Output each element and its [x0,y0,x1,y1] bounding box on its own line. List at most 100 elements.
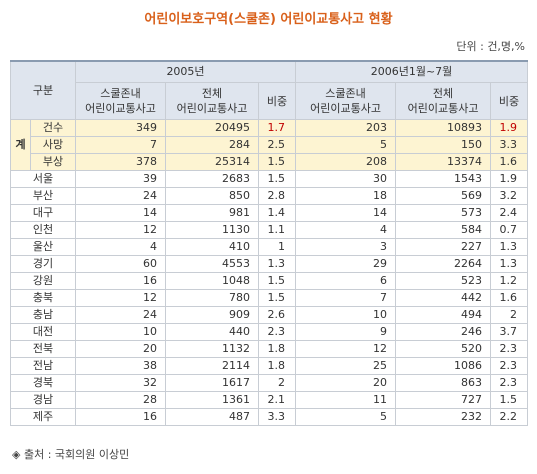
title: 어린이보호구역(스쿨존) 어린이교통사고 현황 [144,12,393,27]
column-header: 비중 [257,82,297,120]
cell: 12 [75,221,166,239]
cell: 727 [395,391,492,409]
cell: 863 [395,374,492,392]
cell: 5 [295,136,397,154]
cell: 14 [295,204,397,222]
header-row: 구분 2005년 2006년1월~7월 [10,60,529,120]
cell: 16 [75,272,166,290]
cell: 1.4 [257,204,297,222]
cell: 442 [395,289,492,307]
row: 대전 10 440 2.3 9 246 3.7 [10,323,529,341]
cell: 523 [395,272,492,290]
cell: 29 [295,255,397,273]
year-header: 2005년 [74,60,297,83]
cell: 1.9 [490,170,529,188]
cell: 1.6 [490,289,529,307]
cell: 850 [165,187,259,205]
cell: 1.7 [257,119,297,137]
cell: 2114 [165,357,259,375]
cell: 2.3 [257,323,297,341]
cell: 246 [395,323,492,341]
cell: 2264 [395,255,492,273]
cell: 909 [165,306,259,324]
row-label: 강원 [10,272,76,290]
source: ◈ 출처 : 국회의원 이상민 [12,448,130,461]
cell: 20 [295,374,397,392]
cell: 4553 [165,255,259,273]
cell: 5 [295,408,397,426]
cell: 24 [75,187,166,205]
cell: 30 [295,170,397,188]
row: 강원 16 1048 1.5 6 523 1.2 [10,272,529,290]
cell: 2 [257,374,297,392]
table-body: 계 건수 349 20495 1.7 203 10893 1.9 사망 7 284 2.5 5 150 3.… [10,119,529,426]
row-label: 경북 [10,374,76,392]
column-header: 스쿨존내 어린이교통사고 [75,82,166,120]
row: 전북 20 1132 1.8 12 520 2.3 [10,340,529,358]
row-label: 전남 [10,357,76,375]
column-header: 스쿨존내 어린이교통사고 [295,82,397,120]
cell: 1130 [165,221,259,239]
cell: 378 [75,153,166,171]
cell: 227 [395,238,492,256]
cell: 4 [295,221,397,239]
cell: 2.1 [257,391,297,409]
column-header: 전체 어린이교통사고 [395,82,492,120]
cell: 25314 [165,153,259,171]
cell: 1.8 [257,357,297,375]
cell: 13374 [395,153,492,171]
cell: 10 [295,306,397,324]
row: 제주 16 487 3.3 5 232 2.2 [10,408,529,426]
cell: 1 [257,238,297,256]
row-label: 사망 [30,136,76,154]
cell: 2.5 [257,136,297,154]
row: 경기 60 4553 1.3 29 2264 1.3 [10,255,529,273]
cell: 16 [75,408,166,426]
cell: 28 [75,391,166,409]
cell: 1048 [165,272,259,290]
cell: 584 [395,221,492,239]
unit: 단위 : 건,명,% [456,40,525,53]
cell: 1086 [395,357,492,375]
cell: 1.3 [490,255,529,273]
cell: 1.3 [257,255,297,273]
row-label: 인천 [10,221,76,239]
cell: 1.8 [257,340,297,358]
cell: 1543 [395,170,492,188]
row-label: 경남 [10,391,76,409]
cell: 1.5 [257,153,297,171]
cell: 1.5 [257,272,297,290]
cell: 2.3 [490,374,529,392]
row-label: 건수 [30,119,76,137]
cell: 2.8 [257,187,297,205]
cell: 25 [295,357,397,375]
header-row: 스쿨존내 어린이교통사고 전체 어린이교통사고 비중 스쿨존내 어린이교통사고 전체 어… [11,82,529,120]
total-row: 사망 7 284 2.5 5 150 3.3 [11,136,529,154]
cell: 12 [295,340,397,358]
cell: 1.5 [257,289,297,307]
cell: 2.3 [490,340,529,358]
cell: 349 [75,119,166,137]
row: 인천 12 1130 1.1 4 584 0.7 [10,221,529,239]
row-label: 울산 [10,238,76,256]
cell: 12 [75,289,166,307]
cell: 32 [75,374,166,392]
column-header: 전체 어린이교통사고 [165,82,259,120]
cell: 11 [295,391,397,409]
cell: 410 [165,238,259,256]
cell: 14 [75,204,166,222]
cell: 4 [75,238,166,256]
total-label: 계 [10,119,31,171]
row: 전남 38 2114 1.8 25 1086 2.3 [10,357,529,375]
cell: 208 [295,153,397,171]
row: 충북 12 780 1.5 7 442 1.6 [10,289,529,307]
column-header: 비중 [490,82,529,120]
cell: 2.4 [490,204,529,222]
cell: 20495 [165,119,259,137]
cell: 1.3 [490,238,529,256]
cell: 1.1 [257,221,297,239]
cell: 39 [75,170,166,188]
cell: 1.5 [257,170,297,188]
row: 경북 32 1617 2 20 863 2.3 [10,374,529,392]
row-label: 대구 [10,204,76,222]
